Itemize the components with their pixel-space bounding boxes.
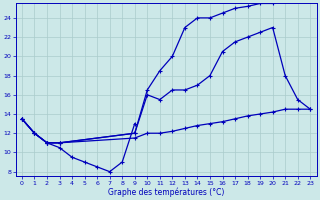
X-axis label: Graphe des températures (°C): Graphe des températures (°C) [108,187,224,197]
